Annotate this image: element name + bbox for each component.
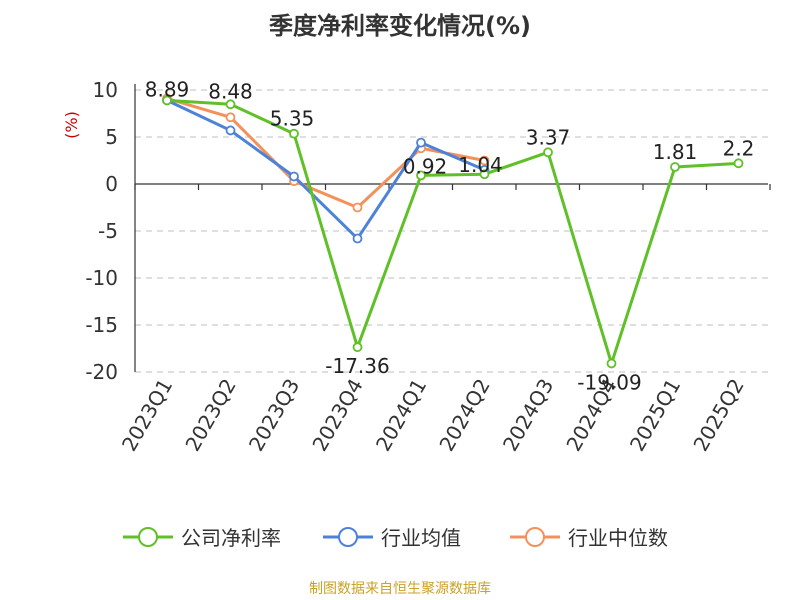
data-point — [352, 342, 363, 353]
axes: 10 5 0 -5 -10 -15 -20 (%) 2023Q1 2023Q2 2023Q3 2023… — [62, 78, 771, 456]
data-point — [352, 233, 363, 244]
data-point — [289, 128, 299, 139]
y-tick-label: -15 — [85, 313, 118, 337]
legend-marker — [338, 527, 358, 547]
data-point — [289, 171, 299, 182]
data-label: 1.04 — [458, 153, 503, 177]
x-tick-label: 2024Q1 — [371, 375, 431, 456]
data-label: -19.09 — [577, 370, 641, 394]
series-line — [166, 98, 739, 365]
y-tick-label: -10 — [85, 266, 118, 290]
legend-marker — [138, 527, 158, 547]
chart-title: 季度净利率变化情况(%) — [269, 12, 531, 40]
legend-item[interactable]: 行业均值 — [323, 526, 461, 550]
y-tick-label: 0 — [105, 172, 118, 196]
y-tick-label: 10 — [93, 78, 118, 102]
data-label: 8.89 — [145, 77, 190, 101]
series-line — [166, 97, 485, 209]
legend-label: 行业中位数 — [568, 526, 668, 550]
data-label: 3.37 — [526, 125, 571, 149]
data-point — [479, 155, 490, 166]
data-point — [162, 95, 172, 106]
data-point — [733, 158, 744, 169]
legend[interactable]: 公司净利率 行业均值 行业中位数 — [123, 526, 668, 550]
x-tick-label: 2023Q2 — [180, 375, 240, 456]
legend-label: 行业均值 — [381, 526, 461, 550]
data-point — [416, 170, 426, 181]
data-point — [543, 147, 553, 158]
y-tick-label: 5 — [105, 125, 118, 149]
data-label: 0.92 — [403, 154, 448, 178]
x-tick-label: 2023Q1 — [117, 375, 177, 456]
series-line — [166, 98, 486, 241]
x-tick-label: 2024Q2 — [434, 375, 494, 456]
legend-marker — [525, 527, 545, 547]
data-labels: 8.89 8.48 5.35 -17.36 0.92 1.04 3.37 -19.09 1.81… — [145, 77, 755, 394]
data-point — [225, 112, 236, 123]
x-tick-label: 2024Q3 — [498, 375, 558, 456]
y-tick-label: -5 — [98, 219, 118, 243]
series-group — [162, 93, 744, 369]
data-point — [225, 125, 236, 136]
data-point — [479, 169, 490, 180]
source-note: 制图数据来自恒生聚源数据库 — [309, 581, 491, 597]
data-point — [352, 202, 363, 213]
y-tick-label: -20 — [85, 360, 118, 384]
x-tick-label: 2023Q4 — [307, 375, 367, 456]
data-point — [225, 99, 236, 110]
legend-item[interactable]: 公司净利率 — [123, 526, 281, 550]
data-label: -17.36 — [325, 354, 389, 378]
x-tick-label: 2025Q2 — [688, 375, 748, 456]
data-label: 5.35 — [270, 107, 315, 131]
y-axis-title: (%) — [62, 111, 81, 139]
data-label: 1.81 — [653, 140, 698, 164]
data-point — [606, 358, 617, 369]
x-tick-label: 2023Q3 — [244, 375, 304, 456]
data-point — [670, 162, 680, 172]
legend-label: 公司净利率 — [181, 526, 281, 550]
data-point — [416, 137, 426, 148]
legend-item[interactable]: 行业中位数 — [510, 526, 668, 550]
data-label: 2.2 — [723, 136, 755, 160]
data-label: 8.48 — [208, 79, 253, 103]
